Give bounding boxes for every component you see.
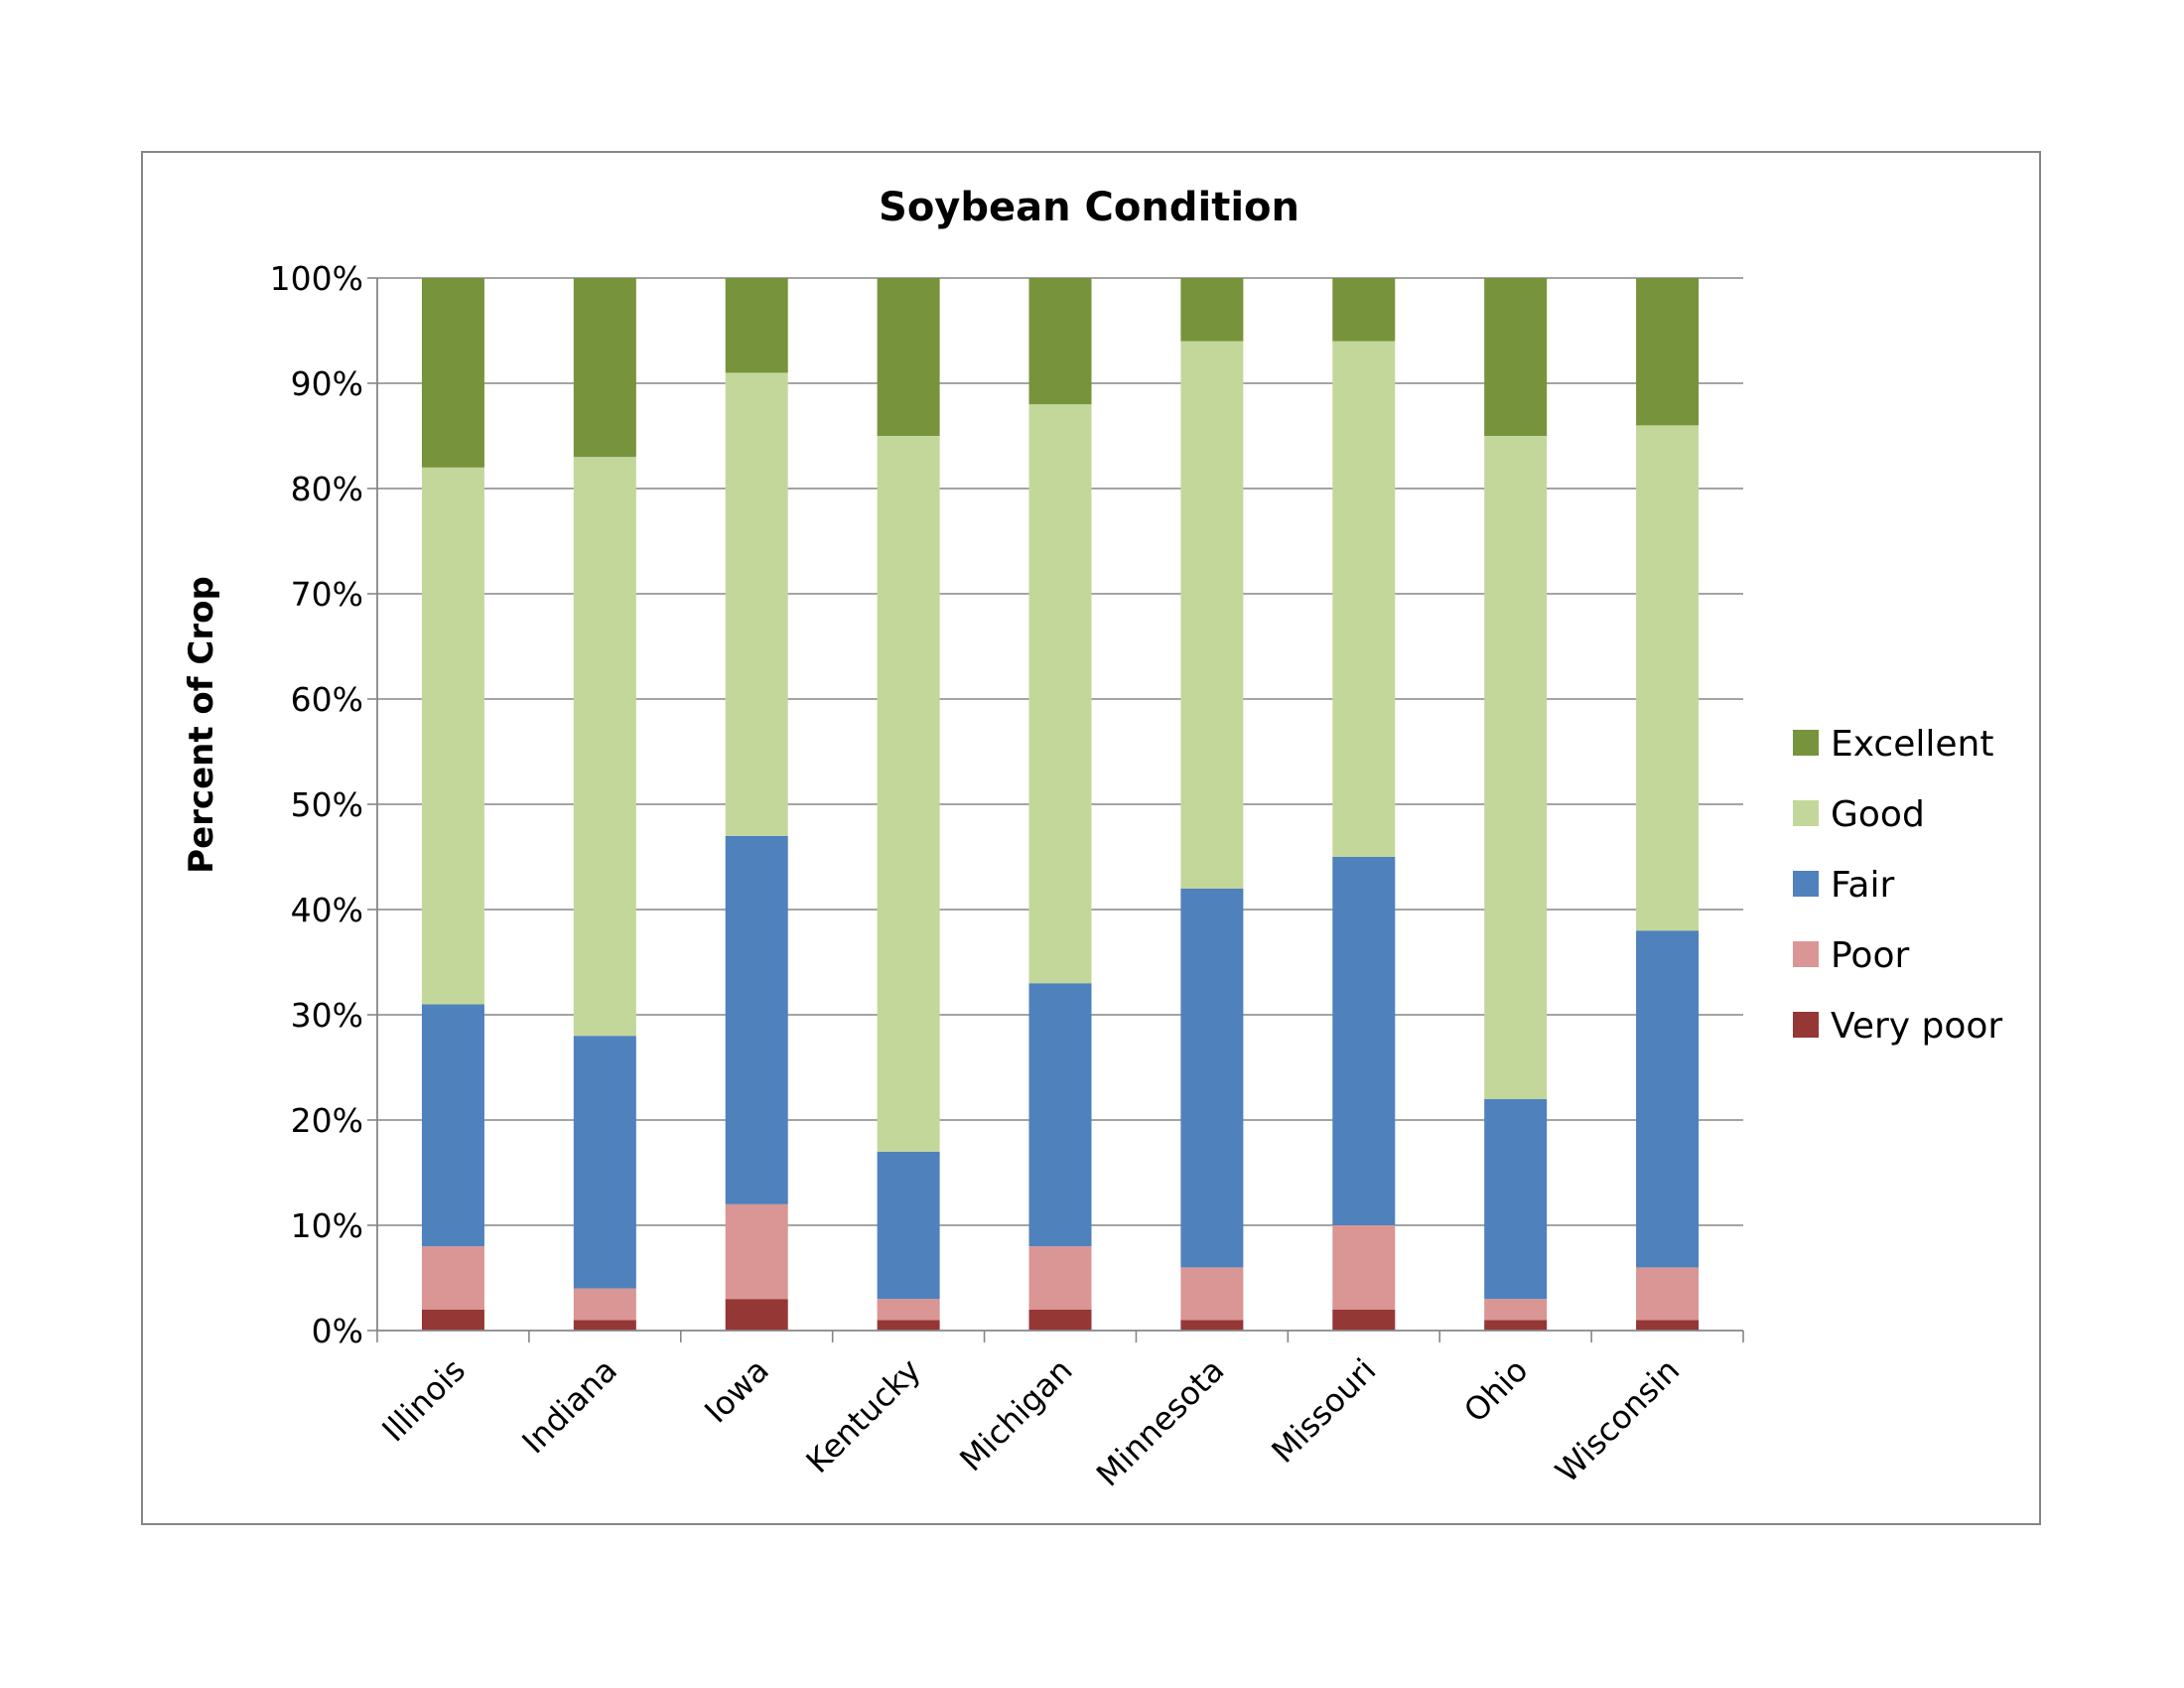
bar-segment	[725, 1299, 788, 1331]
legend-label: Excellent	[1831, 724, 1993, 765]
x-tick-label: Illinois	[374, 1351, 473, 1450]
bar-segment	[877, 1151, 940, 1300]
bar-segment	[573, 1288, 636, 1321]
y-axis-label: Percent of Crop	[182, 576, 221, 874]
y-tick-label: 90%	[291, 364, 363, 403]
bar-segment	[1636, 930, 1700, 1268]
bar-segment	[1180, 278, 1244, 342]
x-tick-label: Michigan	[952, 1351, 1079, 1478]
bar-segment	[1332, 278, 1396, 342]
bar-segment	[1028, 278, 1092, 405]
bar-segment	[573, 1036, 636, 1289]
x-tick-label: Missouri	[1264, 1351, 1383, 1471]
bar-segment	[1636, 1320, 1700, 1331]
bar-segment	[1180, 341, 1244, 889]
y-tick-label: 70%	[291, 575, 363, 614]
bar-segment	[573, 1320, 636, 1331]
bar-segment	[877, 436, 940, 1152]
bar-segment	[1484, 1098, 1548, 1300]
bar-segment	[725, 835, 788, 1204]
bar-segment	[877, 1320, 940, 1331]
legend-swatch	[1793, 800, 1819, 826]
bar-segment	[1332, 1225, 1396, 1310]
y-tick-label: 0%	[312, 1312, 363, 1350]
legend-swatch	[1793, 730, 1819, 756]
bar-segment	[1332, 341, 1396, 858]
x-tick-label: Ohio	[1456, 1351, 1535, 1430]
x-tick-label: Minnesota	[1089, 1351, 1232, 1494]
legend-swatch	[1793, 941, 1819, 967]
x-tick-labels: Illinois Indiana Iowa Kentucky Michigan Minne…	[374, 1351, 1687, 1494]
legend-swatch	[1793, 871, 1819, 897]
bar-segment	[421, 278, 484, 468]
y-tick-label: 100%	[270, 259, 363, 298]
bar-segment	[725, 372, 788, 836]
x-tick-label: Wisconsin	[1548, 1351, 1687, 1490]
bar-segment	[1332, 1309, 1396, 1331]
bar-segment	[1180, 888, 1244, 1268]
bar-segment	[1180, 1320, 1244, 1331]
y-tick-label: 30%	[291, 996, 363, 1035]
bar-segment	[573, 278, 636, 458]
bars	[421, 278, 1700, 1331]
bar-segment	[1332, 857, 1396, 1225]
bar-segment	[1028, 404, 1092, 984]
legend-label: Fair	[1831, 865, 1894, 906]
y-tick-label: 20%	[291, 1101, 363, 1140]
bar-segment	[877, 1299, 940, 1321]
bar-segment	[1636, 1267, 1700, 1321]
bar-segment	[1484, 436, 1548, 1099]
legend: Excellent Good Fair Poor Very poor	[1793, 724, 2002, 1047]
bar-segment	[1180, 1267, 1244, 1321]
y-tick-label: 80%	[291, 470, 363, 508]
x-tick-label: Kentucky	[799, 1351, 928, 1480]
bar-segment	[1028, 1309, 1092, 1331]
bar-segment	[1636, 425, 1700, 931]
y-tick-label: 10%	[291, 1206, 363, 1245]
bar-segment	[421, 1246, 484, 1310]
y-tick-label: 50%	[291, 785, 363, 824]
bar-segment	[1028, 983, 1092, 1247]
bar-segment	[421, 1309, 484, 1331]
y-tick-labels: 0% 10% 20% 30% 40% 50% 60% 70% 80% 90% 100%	[270, 259, 363, 1350]
bar-segment	[421, 467, 484, 1005]
y-tick-label: 40%	[291, 891, 363, 929]
bar-segment	[573, 457, 636, 1037]
bar-segment	[1484, 278, 1548, 436]
bar-segment	[421, 1004, 484, 1247]
y-tick-label: 60%	[291, 680, 363, 719]
legend-label: Poor	[1831, 935, 1909, 976]
chart-area: Soybean Condition Percent of Crop 0% 10% 2…	[141, 151, 2041, 1525]
bar-segment	[1028, 1246, 1092, 1310]
legend-label: Good	[1831, 794, 1925, 835]
x-tick-label: Iowa	[697, 1351, 776, 1431]
bar-segment	[725, 278, 788, 373]
chart-title: Soybean Condition	[879, 185, 1299, 230]
legend-swatch	[1793, 1012, 1819, 1038]
bar-segment	[725, 1203, 788, 1300]
legend-label: Very poor	[1831, 1006, 2002, 1047]
bar-segment	[877, 278, 940, 436]
x-tick-label: Indiana	[514, 1351, 624, 1462]
bar-segment	[1636, 278, 1700, 426]
axes	[376, 278, 1744, 1342]
bar-segment	[1484, 1320, 1548, 1331]
chart-svg: Soybean Condition Percent of Crop 0% 10% 2…	[182, 185, 2002, 1494]
bar-segment	[1484, 1299, 1548, 1321]
